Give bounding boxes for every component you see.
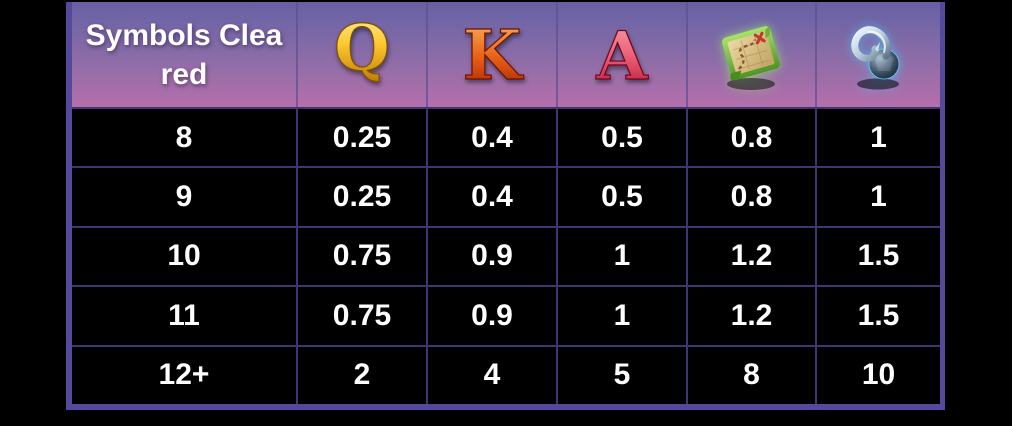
- symbols-cleared-label: Symbols Clea red: [86, 16, 283, 94]
- payout-cell: 1: [815, 107, 940, 167]
- payout-cell: 0.75: [296, 225, 426, 286]
- payout-cell: 0.4: [426, 107, 556, 167]
- symbols-cleared-value: 9: [72, 166, 296, 226]
- payout-cell: 1: [815, 166, 940, 226]
- svg-text:Q: Q: [334, 12, 390, 86]
- payout-cell: 1: [556, 285, 686, 345]
- header-cell-hook: [815, 2, 940, 107]
- payout-cell: 0.4: [426, 166, 556, 226]
- paytable: Symbols Clea red Q: [66, 2, 945, 410]
- payout-cell: 0.5: [556, 107, 686, 167]
- payout-cell: 0.9: [426, 285, 556, 345]
- hook-icon: [840, 14, 918, 96]
- k-symbol-icon: K: [446, 15, 538, 95]
- payout-cell: 2: [296, 344, 426, 404]
- payout-cell: 1.2: [686, 285, 815, 345]
- header-cell-q: Q: [296, 2, 426, 107]
- symbols-cleared-value: 8: [72, 107, 296, 167]
- symbols-cleared-value: 12+: [72, 344, 296, 404]
- a-symbol-icon: A: [576, 15, 668, 95]
- header-cell-a: A: [556, 2, 686, 107]
- symbols-cleared-value: 11: [72, 285, 296, 345]
- payout-cell: 10: [815, 344, 940, 404]
- header-cell-symbols-cleared: Symbols Clea red: [72, 2, 296, 107]
- payout-cell: 0.25: [296, 107, 426, 167]
- symbols-cleared-line2: red: [160, 57, 208, 91]
- payout-cell: 0.8: [686, 107, 815, 167]
- payout-cell: 1: [556, 225, 686, 286]
- payout-cell: 4: [426, 344, 556, 404]
- payout-cell: 8: [686, 344, 815, 404]
- payout-cell: 0.9: [426, 225, 556, 286]
- payout-cell: 0.75: [296, 285, 426, 345]
- q-symbol-icon: Q: [316, 12, 408, 98]
- treasure-map-icon: [711, 15, 793, 95]
- header-cell-map: [686, 2, 815, 107]
- svg-text:K: K: [462, 16, 524, 95]
- payout-cell: 0.5: [556, 166, 686, 226]
- payout-cell: 1.5: [815, 285, 940, 345]
- payout-cell: 5: [556, 344, 686, 404]
- payout-cell: 0.25: [296, 166, 426, 226]
- svg-text:A: A: [595, 17, 648, 95]
- header-cell-k: K: [426, 2, 556, 107]
- symbols-cleared-value: 10: [72, 225, 296, 286]
- payout-cell: 1.5: [815, 225, 940, 286]
- symbols-cleared-line1: Symbols Clea: [85, 18, 283, 52]
- payout-cell: 1.2: [686, 225, 815, 286]
- payout-cell: 0.8: [686, 166, 815, 226]
